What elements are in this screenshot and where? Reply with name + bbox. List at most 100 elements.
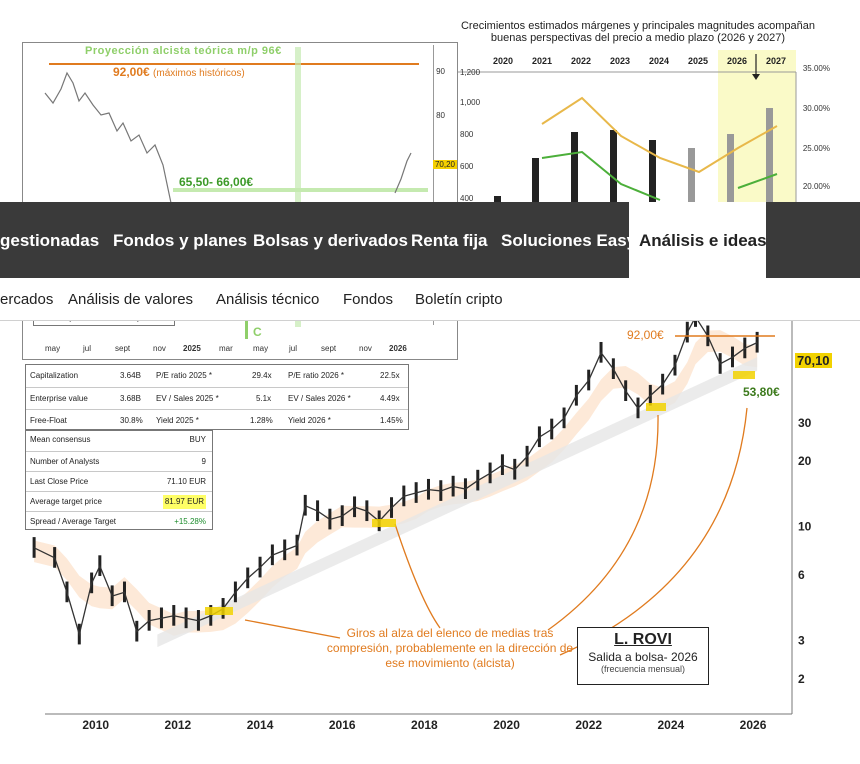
inset-daily-plot: [44, 45, 434, 339]
nav-item-soluciones-easy[interactable]: Soluciones Easy: [501, 231, 637, 250]
y-tick-label: 2: [798, 672, 805, 686]
y-tick-label: 3: [798, 634, 805, 648]
month-label: jul: [83, 344, 92, 353]
table-cell: +15.28%: [174, 517, 206, 526]
subnav-item-mercados[interactable]: ercados: [0, 291, 54, 308]
max-price-note: (máximos históricos): [153, 68, 245, 79]
table-row: Last Close Price 71.10 EUR: [26, 471, 212, 491]
month-label: sept: [115, 344, 131, 353]
table-cell: EV / Sales 2025 *: [156, 394, 219, 403]
y-right-tick: 25.00%: [802, 144, 830, 153]
bar-2024: [649, 140, 656, 202]
year-header: 2024: [648, 56, 670, 66]
month-axis: may jul sept nov 2025 mar may jul sept n…: [23, 344, 457, 356]
table-cell: Mean consensus: [30, 435, 91, 444]
bar-2023: [610, 130, 617, 202]
table-cell: 5.1x: [256, 394, 272, 403]
table-cell: Free-Float: [30, 416, 67, 425]
inset-axis: [433, 45, 434, 325]
year-header: 2021: [531, 56, 553, 66]
inset-price-line: [44, 71, 172, 204]
table-cell: 22.5x: [380, 371, 400, 380]
table-cell: 3.68B: [120, 394, 141, 403]
table-row: Capitalization 3.64B P/E ratio 2025 * 29…: [26, 365, 408, 387]
bar-2020: [494, 196, 501, 202]
bar-2021: [532, 158, 539, 202]
last-price-label: 70,10: [795, 353, 832, 368]
table-cell: Yield 2026 *: [288, 416, 331, 425]
highlight-2026: [733, 371, 755, 379]
trend-annotation: Giros al alza del elenco de medias tras …: [326, 626, 574, 670]
margin-line-2: [541, 150, 661, 201]
table-row: Number of Analysts 9: [26, 451, 212, 471]
month-label: mar: [219, 344, 233, 353]
year-header: 2023: [609, 56, 631, 66]
chart-subtitle: Salida a bolsa- 2026: [588, 650, 698, 664]
month-label: 2025: [183, 344, 201, 353]
table-cell: 29.4x: [252, 371, 272, 380]
y-left-tick: 800: [460, 130, 474, 139]
table-row: Free-Float 30.8% Yield 2025 * 1.28% Yiel…: [26, 409, 408, 431]
inset-fundamentals-title: Crecimientos estimados márgenes y princi…: [460, 20, 815, 44]
price-bar: [32, 537, 36, 558]
y-left-tick: 400: [460, 194, 474, 203]
table-cell: 30.8%: [120, 416, 143, 425]
range-label: 65,50- 66,00€: [179, 175, 254, 189]
target-price-badge: 81.97 EUR: [162, 495, 206, 509]
highlight-2013: [205, 607, 233, 615]
subnav-item-fondos[interactable]: Fondos: [343, 291, 394, 308]
table-cell: Spread / Average Target: [30, 517, 116, 526]
table-row: Enterprise value 3.68B EV / Sales 2025 *…: [26, 387, 408, 409]
max-price-value: 92,00€: [113, 65, 150, 79]
table-cell: P/E ratio 2026 *: [288, 371, 345, 380]
y-tick-label: 30: [798, 416, 812, 430]
price-line: [33, 315, 758, 637]
max-price-label: 92,00€ (máximos históricos): [113, 65, 245, 79]
subnav-item-analisis-de-valores[interactable]: Análisis de valores: [68, 291, 194, 308]
inset-price-badge: 70,20: [432, 160, 457, 169]
table-cell: Yield 2025 *: [156, 416, 199, 425]
table-row: Average target price 81.97 EUR: [26, 491, 212, 511]
nav-item-renta-fija[interactable]: Renta fija: [411, 231, 488, 250]
x-tick-label: 2014: [247, 718, 274, 732]
y-right-tick: 20.00%: [802, 182, 830, 191]
table-cell: Number of Analysts: [30, 457, 100, 466]
pointer-arrow-head: [752, 74, 760, 80]
margin-line-1: [541, 96, 778, 174]
table-cell: EV / Sales 2026 *: [288, 394, 351, 403]
highlight-2017: [372, 519, 396, 527]
month-label: sept: [321, 344, 337, 353]
nav-item-gestionadas[interactable]: gestionadas: [0, 231, 100, 250]
nav-item-fondos-y-planes[interactable]: Fondos y planes: [113, 231, 248, 250]
y-right-tick: 30.00%: [802, 104, 830, 113]
table-row: Mean consensus BUY: [26, 431, 212, 451]
y-left-tick: 1,000: [460, 98, 481, 107]
subnav-item-analisis-tecnico[interactable]: Análisis técnico: [216, 291, 320, 308]
table-cell: Last Close Price: [30, 477, 89, 486]
x-tick-label: 2020: [493, 718, 520, 732]
y-tick-label: 10: [798, 520, 812, 534]
max-price-label: 92,00€: [627, 328, 664, 342]
table-cell: 71.10 EUR: [166, 477, 206, 486]
table-cell: 9: [201, 457, 206, 466]
y-tick-label: 6: [798, 568, 805, 582]
price-bar: [755, 331, 759, 353]
x-tick-label: 2016: [329, 718, 356, 732]
valuation-table: Capitalization 3.64B P/E ratio 2025 * 29…: [25, 364, 409, 430]
projection-bar: [295, 47, 301, 327]
table-cell: P/E ratio 2025 *: [156, 371, 213, 380]
x-tick-label: 2022: [575, 718, 602, 732]
nav-item-analisis-e-ideas[interactable]: Análisis e ideas: [629, 202, 767, 278]
c-label: C: [253, 325, 262, 339]
table-cell: Average target price: [30, 497, 102, 506]
inset-price-line-end: [394, 152, 412, 194]
bar-2025: [688, 148, 695, 202]
table-cell: 1.28%: [250, 416, 273, 425]
nav-item-bolsas-y-derivados[interactable]: Bolsas y derivados: [253, 231, 408, 250]
bar-2026: [727, 134, 734, 202]
subnav-item-boletin-cripto[interactable]: Boletín cripto: [415, 291, 503, 308]
year-header: 2020: [492, 56, 514, 66]
moving-average-band: [34, 330, 758, 636]
month-label: 2026: [389, 344, 407, 353]
projection-label: Proyección alcista teórica m/p 96€: [85, 45, 282, 57]
